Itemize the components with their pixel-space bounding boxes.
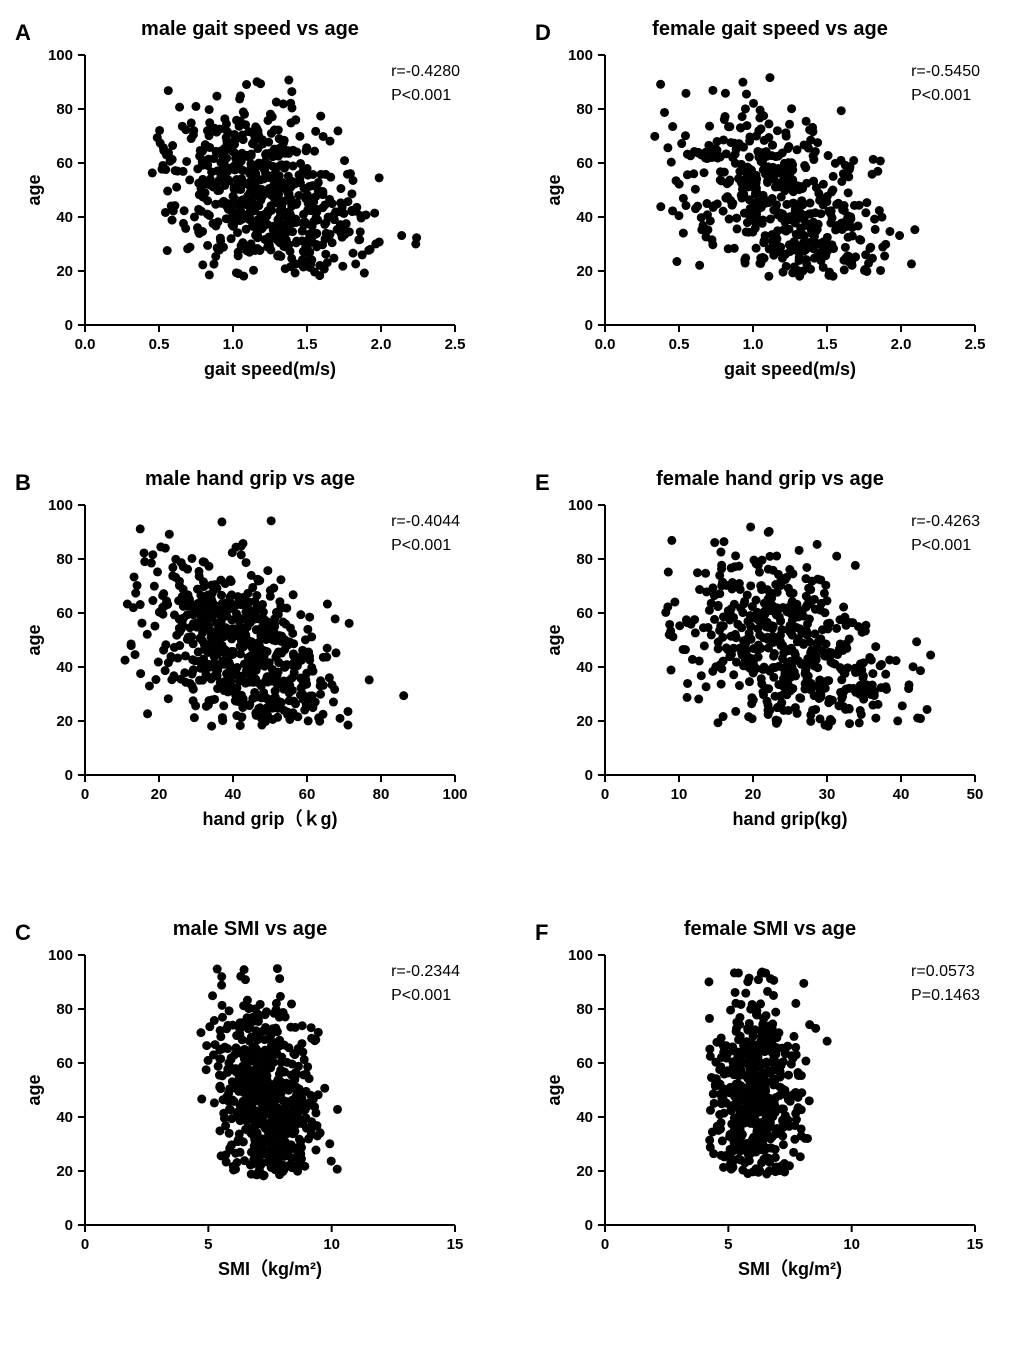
y-tick-label: 40 xyxy=(56,659,73,676)
y-tick-label: 40 xyxy=(576,209,593,226)
y-tick-label: 20 xyxy=(576,1163,593,1180)
x-tick-label: 20 xyxy=(745,786,762,803)
y-tick-label: 80 xyxy=(576,551,593,568)
y-tick-label: 40 xyxy=(576,659,593,676)
y-tick-label: 60 xyxy=(56,155,73,172)
scatter-points xyxy=(121,516,409,730)
y-tick-label: 0 xyxy=(65,767,73,784)
x-tick-label: 0 xyxy=(601,786,609,803)
scatter-points xyxy=(650,73,919,281)
x-tick-label: 60 xyxy=(299,786,316,803)
x-tick-label: 1.0 xyxy=(743,336,764,353)
x-axis-label: gait speed(m/s) xyxy=(204,359,336,379)
x-tick-label: 10 xyxy=(671,786,688,803)
y-tick-label: 80 xyxy=(56,1001,73,1018)
y-tick-label: 40 xyxy=(576,1109,593,1126)
panel-B: Bmale hand grip vs ager=-0.4044P<0.00102… xyxy=(10,450,490,880)
x-tick-label: 30 xyxy=(819,786,836,803)
x-tick-label: 0 xyxy=(81,1236,89,1253)
x-tick-label: 0 xyxy=(601,1236,609,1253)
y-tick-label: 20 xyxy=(56,1163,73,1180)
y-tick-label: 100 xyxy=(568,47,593,64)
y-tick-label: 20 xyxy=(576,713,593,730)
scatter-points xyxy=(148,76,421,281)
x-tick-label: 40 xyxy=(225,786,242,803)
y-tick-label: 60 xyxy=(576,605,593,622)
scatter-points xyxy=(704,967,831,1178)
x-tick-label: 20 xyxy=(151,786,168,803)
x-tick-label: 0 xyxy=(81,786,89,803)
x-axis-label: hand grip(kg) xyxy=(733,809,848,829)
y-tick-label: 80 xyxy=(56,101,73,118)
y-axis-label: age xyxy=(544,174,564,205)
y-tick-label: 0 xyxy=(585,767,593,784)
x-tick-label: 10 xyxy=(323,1236,340,1253)
y-tick-label: 100 xyxy=(568,497,593,514)
x-tick-label: 0.0 xyxy=(75,336,96,353)
scatter-points xyxy=(661,522,935,730)
y-tick-label: 60 xyxy=(56,605,73,622)
x-axis-label: SMI（kg/m²) xyxy=(218,1259,322,1279)
x-tick-label: 80 xyxy=(373,786,390,803)
panel-D: Dfemale gait speed vs ager=-0.5450P<0.00… xyxy=(530,0,1010,430)
y-tick-label: 20 xyxy=(56,713,73,730)
y-tick-label: 0 xyxy=(585,1217,593,1234)
y-tick-label: 80 xyxy=(56,551,73,568)
x-tick-label: 15 xyxy=(967,1236,984,1253)
panel-A: Amale gait speed vs ager=-0.4280P<0.0010… xyxy=(10,0,490,430)
x-tick-label: 2.5 xyxy=(965,336,986,353)
x-tick-label: 1.5 xyxy=(817,336,838,353)
y-tick-label: 60 xyxy=(56,1055,73,1072)
x-tick-label: 2.0 xyxy=(371,336,392,353)
y-axis-label: age xyxy=(24,174,44,205)
y-tick-label: 100 xyxy=(568,947,593,964)
x-tick-label: 2.0 xyxy=(891,336,912,353)
scatter-points xyxy=(196,964,342,1180)
y-tick-label: 100 xyxy=(48,47,73,64)
scatter-plot: 0 20 40 60 80 100 0 20 40 60 80 100 hand grip（ｋg) age xyxy=(10,450,490,880)
y-tick-label: 0 xyxy=(65,317,73,334)
x-tick-label: 1.0 xyxy=(223,336,244,353)
y-tick-label: 80 xyxy=(576,101,593,118)
scatter-plot: 0 5 10 15 0 20 40 60 80 100 SMI（kg/m²) age xyxy=(530,900,1010,1330)
panel-E: Efemale hand grip vs ager=-0.4263P<0.001… xyxy=(530,450,1010,880)
y-tick-label: 100 xyxy=(48,947,73,964)
panel-C: Cmale SMI vs ager=-0.2344P<0.00105101502… xyxy=(10,900,490,1330)
scatter-plot: 0.0 0.5 1.0 1.5 2.0 2.5 0 20 40 60 80 100 gait speed… xyxy=(530,0,1010,430)
x-tick-label: 100 xyxy=(442,786,467,803)
scatter-plot: 0 10 20 30 40 50 0 20 40 60 80 100 hand grip(kg) age xyxy=(530,450,1010,880)
y-tick-label: 40 xyxy=(56,209,73,226)
x-tick-label: 40 xyxy=(893,786,910,803)
x-axis-label: SMI（kg/m²) xyxy=(738,1259,842,1279)
y-tick-label: 60 xyxy=(576,155,593,172)
figure-container: Amale gait speed vs ager=-0.4280P<0.0010… xyxy=(0,0,1020,1353)
y-axis-label: age xyxy=(544,624,564,655)
y-tick-label: 100 xyxy=(48,497,73,514)
x-tick-label: 1.5 xyxy=(297,336,318,353)
x-tick-label: 2.5 xyxy=(445,336,466,353)
x-tick-label: 15 xyxy=(447,1236,464,1253)
x-tick-label: 0.5 xyxy=(669,336,690,353)
x-tick-label: 5 xyxy=(724,1236,732,1253)
x-tick-label: 0.5 xyxy=(149,336,170,353)
y-tick-label: 40 xyxy=(56,1109,73,1126)
x-axis-label: gait speed(m/s) xyxy=(724,359,856,379)
y-tick-label: 20 xyxy=(56,263,73,280)
x-tick-label: 10 xyxy=(843,1236,860,1253)
x-tick-label: 0.0 xyxy=(595,336,616,353)
x-axis-label: hand grip（ｋg) xyxy=(203,809,338,829)
y-axis-label: age xyxy=(24,1074,44,1105)
y-tick-label: 20 xyxy=(576,263,593,280)
y-tick-label: 0 xyxy=(585,317,593,334)
y-axis-label: age xyxy=(24,624,44,655)
panel-F: Ffemale SMI vs ager=0.0573P=0.1463051015… xyxy=(530,900,1010,1330)
y-tick-label: 0 xyxy=(65,1217,73,1234)
scatter-plot: 0.0 0.5 1.0 1.5 2.0 2.5 0 20 40 60 80 100 gait speed… xyxy=(10,0,490,430)
x-tick-label: 5 xyxy=(204,1236,212,1253)
y-axis-label: age xyxy=(544,1074,564,1105)
y-tick-label: 60 xyxy=(576,1055,593,1072)
y-tick-label: 80 xyxy=(576,1001,593,1018)
scatter-plot: 0 5 10 15 0 20 40 60 80 100 SMI（kg/m²) age xyxy=(10,900,490,1330)
x-tick-label: 50 xyxy=(967,786,984,803)
